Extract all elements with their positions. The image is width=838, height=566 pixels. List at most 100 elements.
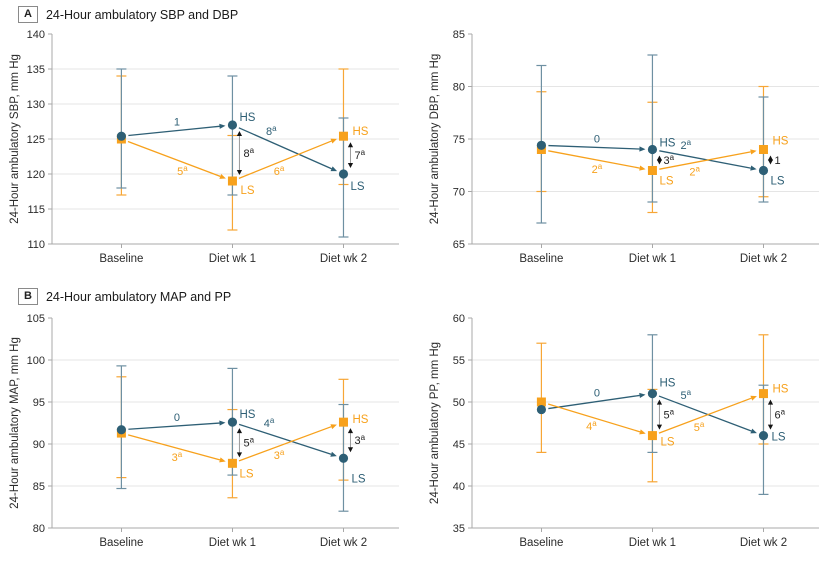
y-axis-title: 24-Hour ambulatory PP, mm Hg — [429, 342, 441, 504]
series-arrowhead — [639, 146, 646, 152]
y-tick-label: 75 — [453, 134, 465, 146]
y-tick-label: 45 — [453, 439, 465, 451]
y-tick-label: 140 — [27, 29, 45, 41]
series-arrow-line — [548, 394, 640, 410]
y-tick-label: 35 — [453, 523, 465, 535]
diff-arrowhead-up — [767, 399, 774, 405]
diff-value-label: 3a — [663, 153, 674, 167]
salt-phase-label: HS — [772, 136, 788, 148]
chart-sbp: 110 115 120 125 130 135 140 Baseline Diet wk 1 Di… — [6, 24, 411, 278]
y-axis-title: 24-Hour ambulatory MAP, mm Hg — [9, 337, 21, 509]
series-arrowhead — [750, 149, 757, 155]
y-tick-label: 80 — [453, 82, 465, 94]
data-point-circle — [338, 453, 349, 463]
series-arrowhead — [219, 457, 226, 463]
series-arrow-line — [659, 150, 751, 169]
y-tick-label: 95 — [33, 397, 45, 409]
change-value-label: 8a — [266, 124, 277, 138]
y-tick-label: 110 — [27, 239, 45, 251]
salt-phase-label: LS — [350, 181, 364, 193]
x-category-label: Diet wk 1 — [629, 537, 676, 549]
chart-pp: 35 40 45 50 55 60 Baseline Diet wk 1 Diet wk 2 24… — [426, 308, 831, 562]
diff-arrowhead-down — [236, 170, 243, 175]
data-point-square — [647, 431, 657, 441]
data-point-circle — [758, 165, 769, 176]
map-chart-svg: 80 85 90 95 100 105 Baseline Diet wk 1 Diet wk 2… — [9, 313, 399, 549]
diff-arrowhead-up — [236, 428, 243, 434]
series-arrowhead — [330, 138, 337, 144]
y-tick-label: 135 — [27, 64, 45, 76]
x-category-label: Diet wk 2 — [740, 537, 787, 549]
x-category-label: Baseline — [99, 537, 143, 549]
y-tick-label: 115 — [27, 204, 45, 216]
chart-map: 80 85 90 95 100 105 Baseline Diet wk 1 Diet wk 2… — [6, 308, 411, 562]
change-value-label: 3a — [172, 450, 183, 464]
data-point-square — [758, 145, 768, 154]
diff-value-label: 5a — [243, 436, 254, 450]
series-arrow-line — [548, 150, 640, 169]
data-point-square — [338, 417, 348, 427]
y-tick-label: 80 — [33, 523, 45, 535]
x-category-label: Baseline — [99, 253, 143, 265]
series-arrow-line — [658, 395, 752, 432]
series-arrowhead — [639, 429, 646, 435]
y-tick-label: 100 — [27, 355, 45, 367]
diff-arrowhead-up — [236, 131, 243, 136]
salt-phase-label: HS — [239, 112, 255, 124]
y-tick-label: 40 — [453, 481, 465, 493]
panel-b-letter: B — [18, 288, 38, 305]
sbp-chart-svg: 110 115 120 125 130 135 140 Baseline Diet wk 1 Di… — [9, 29, 399, 265]
x-category-label: Diet wk 2 — [320, 537, 367, 549]
data-point-circle — [116, 131, 126, 141]
diff-arrowhead-down — [767, 424, 774, 430]
salt-phase-label: HS — [352, 414, 368, 426]
panel-a-header: A 24-Hour ambulatory SBP and DBP — [18, 6, 238, 23]
panel-b-title: 24-Hour ambulatory MAP and PP — [45, 289, 232, 304]
diff-arrowhead-up — [656, 399, 663, 405]
diff-arrowhead-down — [767, 159, 774, 165]
x-category-label: Baseline — [519, 253, 563, 265]
diff-arrowhead-up — [767, 155, 774, 161]
series-arrow-line — [238, 127, 332, 170]
dbp-chart-svg: 65 70 75 80 85 Baseline Diet wk 1 Diet wk 2 24-H… — [429, 29, 819, 265]
series-arrowhead — [219, 173, 226, 179]
salt-phase-label: HS — [659, 138, 675, 150]
change-value-label: 2a — [680, 138, 691, 152]
diff-arrowhead-down — [236, 452, 243, 458]
salt-phase-label: LS — [660, 437, 674, 449]
x-category-label: Diet wk 1 — [629, 253, 676, 265]
panel-b-header: B 24-Hour ambulatory MAP and PP — [18, 288, 231, 305]
data-point-square — [758, 389, 768, 399]
series-arrowhead — [639, 392, 646, 399]
y-tick-label: 85 — [33, 481, 45, 493]
diff-value-label: 1 — [774, 155, 780, 167]
series-arrowhead — [750, 165, 757, 171]
data-point-square — [647, 166, 657, 175]
y-tick-label: 55 — [453, 355, 465, 367]
y-tick-label: 70 — [453, 187, 465, 199]
change-value-label: 1 — [174, 117, 180, 129]
series-arrow-line — [127, 140, 221, 178]
diff-value-label: 3a — [354, 433, 365, 447]
data-point-circle — [647, 144, 658, 155]
salt-phase-label: HS — [239, 409, 255, 421]
change-value-label: 0 — [174, 412, 180, 424]
series-arrow-line — [128, 422, 220, 430]
y-tick-label: 65 — [453, 239, 465, 251]
y-axis-title: 24-Hour ambulatory DBP, mm Hg — [429, 54, 441, 224]
series-arrowhead — [219, 420, 226, 426]
y-tick-label: 125 — [27, 134, 45, 146]
y-tick-label: 50 — [453, 397, 465, 409]
series-arrow-line — [128, 125, 220, 137]
panel-a-title: 24-Hour ambulatory SBP and DBP — [45, 7, 239, 22]
salt-phase-label: HS — [772, 384, 788, 396]
diff-arrowhead-down — [347, 447, 354, 453]
y-tick-label: 105 — [27, 313, 45, 325]
data-point-square — [338, 131, 348, 141]
series-arrowhead — [750, 395, 757, 401]
data-point-circle — [536, 404, 546, 415]
series-arrow-line — [127, 434, 221, 461]
salt-phase-label: HS — [659, 378, 675, 390]
diff-arrowhead-down — [656, 424, 663, 430]
